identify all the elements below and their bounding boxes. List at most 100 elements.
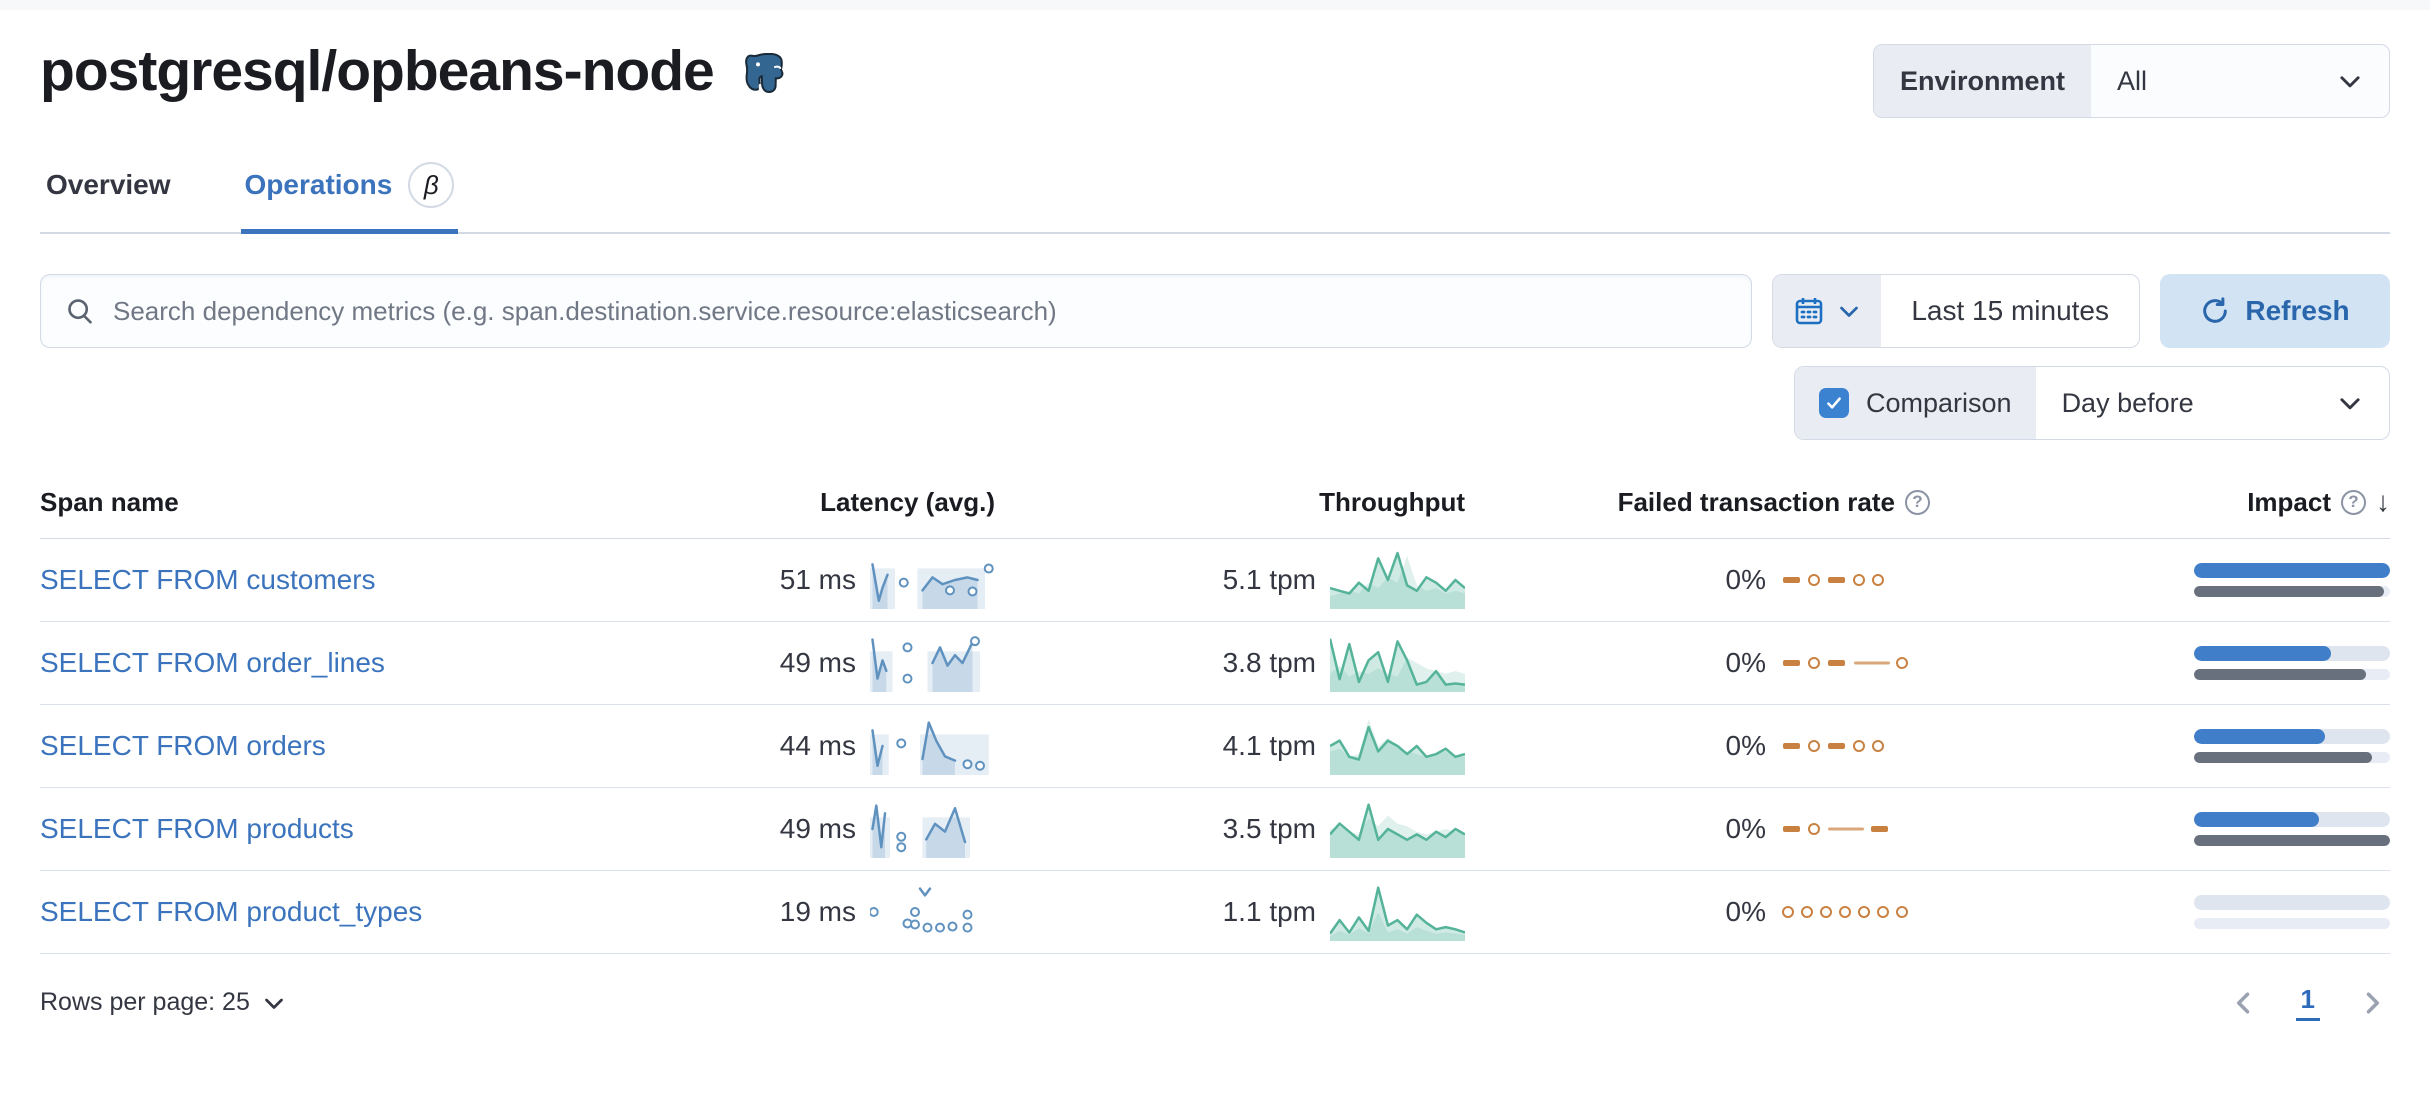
latency-cell: 51 ms xyxy=(565,551,995,609)
span-name-link[interactable]: SELECT FROM order_lines xyxy=(40,647,385,678)
throughput-value: 5.1 tpm xyxy=(1222,564,1316,595)
column-header-impact[interactable]: Impact ? ↓ xyxy=(2247,486,2390,517)
beta-badge: β xyxy=(408,162,455,208)
rows-per-page-button[interactable]: Rows per page: 25 xyxy=(40,988,286,1017)
span-name-cell: SELECT FROM customers xyxy=(40,564,565,596)
comparison-control: Comparison Day before xyxy=(1794,366,2390,440)
table-body: SELECT FROM customers 51 ms 5.1 tpm 0% S… xyxy=(40,539,2390,954)
throughput-sparkline xyxy=(1330,719,1465,775)
help-icon[interactable]: ? xyxy=(2341,489,2366,515)
table-header: Span name Latency (avg.) Throughput Fail… xyxy=(40,486,2390,539)
page-title: postgresql/opbeans-node xyxy=(40,39,715,103)
table-row: SELECT FROM product_types 19 ms 1.1 tpm … xyxy=(40,871,2390,954)
impact-current-bar xyxy=(2194,563,2390,578)
failed-rate-cell: 0% xyxy=(1465,809,1930,849)
span-name-link[interactable]: SELECT FROM product_types xyxy=(40,896,423,927)
impact-bars xyxy=(2194,646,2390,680)
search-box xyxy=(40,274,1753,348)
failed-rate-value: 0% xyxy=(1725,564,1766,595)
top-strip xyxy=(0,0,2430,10)
operations-table: Span name Latency (avg.) Throughput Fail… xyxy=(40,486,2390,954)
throughput-cell: 4.1 tpm xyxy=(995,716,1465,776)
column-header-throughput[interactable]: Throughput xyxy=(1319,486,1465,517)
failed-rate-sparkline xyxy=(1783,823,1888,835)
span-name-link[interactable]: SELECT FROM customers xyxy=(40,564,376,595)
tab-operations-label: Operations xyxy=(244,169,393,200)
throughput-value: 3.8 tpm xyxy=(1222,647,1316,678)
help-icon[interactable]: ? xyxy=(1905,489,1930,515)
throughput-cell: 3.8 tpm xyxy=(995,633,1465,693)
failed-rate-sparkline xyxy=(1783,740,1884,752)
refresh-button[interactable]: Refresh xyxy=(2160,274,2390,348)
environment-control: Environment All xyxy=(1872,44,2390,118)
column-header-span-name[interactable]: Span name xyxy=(40,486,179,517)
latency-sparkline xyxy=(870,721,989,775)
span-name-cell: SELECT FROM products xyxy=(40,813,565,845)
refresh-icon xyxy=(2203,297,2228,323)
date-picker-calendar-button[interactable] xyxy=(1773,275,1882,347)
chevron-down-icon xyxy=(265,998,283,1009)
impact-previous-bar xyxy=(2194,752,2373,763)
previous-page-button[interactable] xyxy=(2226,985,2262,1021)
comparison-select[interactable]: Day before xyxy=(2036,367,2389,439)
span-name-cell: SELECT FROM order_lines xyxy=(40,647,565,679)
pagination: 1 xyxy=(2226,984,2390,1021)
throughput-sparkline xyxy=(1330,886,1465,941)
impact-cell xyxy=(1930,646,2390,680)
span-name-cell: SELECT FROM product_types xyxy=(40,896,565,928)
throughput-sparkline xyxy=(1330,551,1465,609)
throughput-value: 1.1 tpm xyxy=(1222,896,1316,927)
failed-rate-value: 0% xyxy=(1725,730,1766,761)
latency-cell: 49 ms xyxy=(565,634,995,692)
throughput-sparkline xyxy=(1330,638,1465,692)
search-input[interactable] xyxy=(113,295,1728,327)
impact-cell xyxy=(1930,812,2390,846)
time-range-value[interactable]: Last 15 minutes xyxy=(1911,295,2109,326)
tab-operations[interactable]: Operations β xyxy=(240,152,459,234)
latency-cell: 44 ms xyxy=(565,717,995,775)
latency-cell: 49 ms xyxy=(565,800,995,858)
table-row: SELECT FROM orders 44 ms 4.1 tpm 0% xyxy=(40,705,2390,788)
comparison-checkbox[interactable] xyxy=(1819,388,1849,418)
chevron-left-icon xyxy=(2236,992,2249,1013)
latency-sparkline xyxy=(870,563,994,609)
comparison-prepend: Comparison xyxy=(1795,367,2036,439)
throughput-cell: 1.1 tpm xyxy=(995,882,1465,942)
throughput-cell: 5.1 tpm xyxy=(995,550,1465,610)
table-footer: Rows per page: 25 1 xyxy=(40,984,2390,1051)
failed-rate-cell: 0% xyxy=(1465,643,1930,683)
span-name-cell: SELECT FROM orders xyxy=(40,730,565,762)
throughput-value: 4.1 tpm xyxy=(1222,730,1316,761)
failed-rate-value: 0% xyxy=(1725,896,1766,927)
impact-current-bar xyxy=(2194,729,2326,744)
chevron-down-icon xyxy=(2340,398,2360,410)
chevron-right-icon xyxy=(2366,992,2379,1013)
impact-current-bar xyxy=(2194,646,2332,661)
latency-value: 19 ms xyxy=(779,896,856,927)
latency-sparkline xyxy=(870,636,980,692)
environment-select[interactable]: All xyxy=(2091,45,2389,117)
impact-previous-bar xyxy=(2194,669,2367,680)
check-icon xyxy=(1827,397,1841,409)
impact-previous-bar xyxy=(2194,586,2385,597)
refresh-label: Refresh xyxy=(2245,295,2350,326)
next-page-button[interactable] xyxy=(2354,985,2390,1021)
impact-current-bar xyxy=(2194,812,2320,827)
tab-overview[interactable]: Overview xyxy=(42,152,175,232)
impact-bars xyxy=(2194,895,2390,929)
span-name-link[interactable]: SELECT FROM orders xyxy=(40,730,326,761)
span-name-link[interactable]: SELECT FROM products xyxy=(40,813,354,844)
latency-value: 51 ms xyxy=(779,564,856,595)
environment-value: All xyxy=(2117,65,2148,96)
latency-value: 49 ms xyxy=(779,813,856,844)
impact-cell xyxy=(1930,895,2390,929)
latency-cell: 19 ms xyxy=(565,883,995,941)
failed-rate-value: 0% xyxy=(1725,647,1766,678)
latency-value: 49 ms xyxy=(779,647,856,678)
failed-rate-value: 0% xyxy=(1725,813,1766,844)
controls-row: Last 15 minutes Refresh xyxy=(40,274,2390,348)
column-header-failed-rate[interactable]: Failed transaction rate ? xyxy=(1465,487,1930,518)
column-header-latency[interactable]: Latency (avg.) xyxy=(820,486,995,517)
page-number[interactable]: 1 xyxy=(2295,984,2320,1021)
failed-rate-sparkline xyxy=(1782,906,1908,918)
